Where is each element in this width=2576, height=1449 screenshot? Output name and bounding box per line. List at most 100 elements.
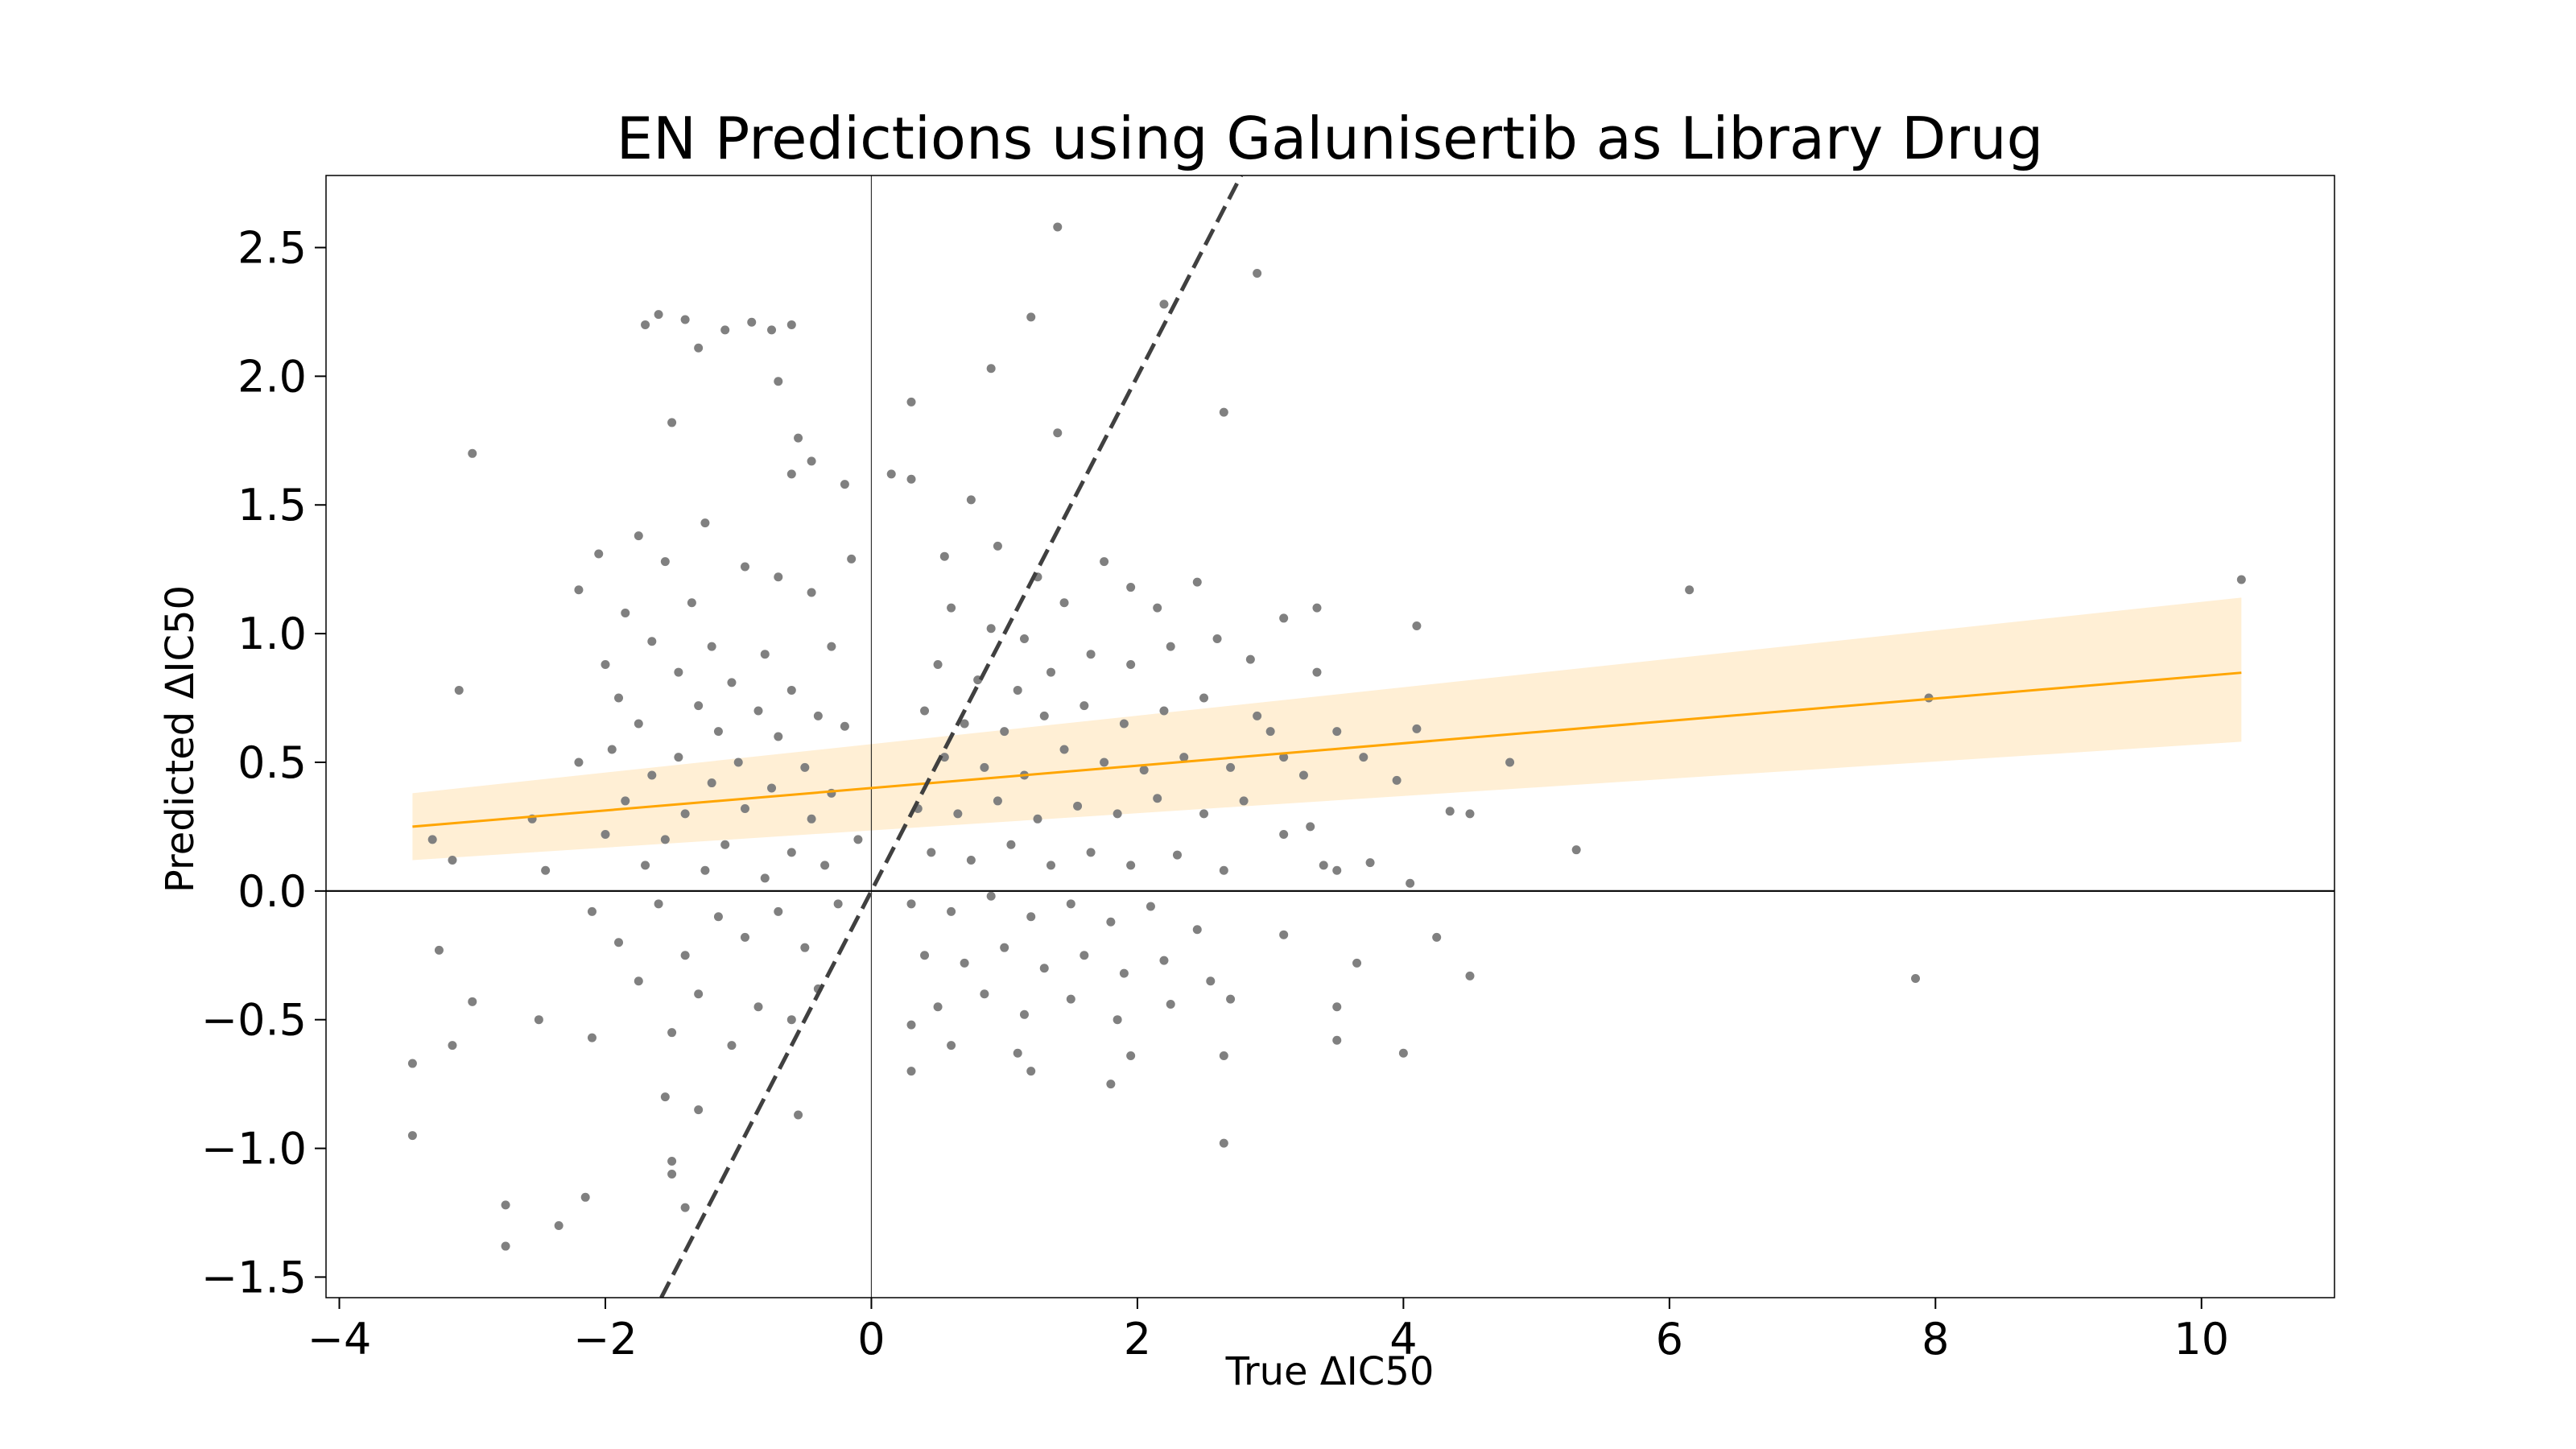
data-point xyxy=(786,1015,796,1025)
data-point xyxy=(1226,762,1236,772)
data-point xyxy=(1080,701,1089,711)
data-point xyxy=(786,685,796,695)
data-point xyxy=(1172,850,1182,860)
data-point xyxy=(993,541,1002,551)
data-point xyxy=(1086,650,1096,659)
data-point xyxy=(1013,685,1022,695)
data-point xyxy=(1126,861,1136,870)
data-point xyxy=(906,1067,916,1076)
data-point xyxy=(1279,613,1289,623)
data-point xyxy=(1166,1000,1175,1009)
data-point xyxy=(1219,1138,1228,1148)
y-tick-label: 1.0 xyxy=(237,609,307,659)
regression-line xyxy=(412,671,2242,828)
data-point xyxy=(827,642,836,651)
data-point xyxy=(654,899,663,909)
y-tick-label: −0.5 xyxy=(201,995,307,1046)
data-point xyxy=(1153,603,1162,613)
data-point xyxy=(1332,727,1342,737)
data-point xyxy=(774,732,783,741)
data-point xyxy=(1113,809,1122,819)
data-point xyxy=(1100,557,1109,567)
data-point xyxy=(1398,1048,1408,1058)
data-point xyxy=(1312,603,1322,613)
data-point xyxy=(720,325,730,335)
data-point xyxy=(580,1192,590,1202)
data-point xyxy=(1179,753,1189,762)
data-point xyxy=(1146,902,1155,911)
data-point xyxy=(1159,299,1169,309)
data-point xyxy=(906,474,916,484)
data-point xyxy=(794,433,803,443)
data-point xyxy=(694,989,704,999)
data-point xyxy=(1365,858,1375,868)
data-point xyxy=(434,945,444,955)
data-point xyxy=(680,951,690,960)
data-point xyxy=(1019,1009,1029,1019)
y-tick-label: 2.0 xyxy=(237,351,307,402)
data-point xyxy=(694,1105,704,1115)
data-point xyxy=(847,554,857,564)
data-point xyxy=(927,848,936,857)
data-point xyxy=(1059,598,1069,608)
data-point xyxy=(1053,428,1063,438)
y-tick-label: −1.5 xyxy=(201,1252,307,1302)
data-point xyxy=(694,701,704,711)
data-point xyxy=(753,706,763,716)
data-point xyxy=(654,310,663,320)
y-tick-label: 0.5 xyxy=(237,737,307,788)
data-point xyxy=(1219,407,1228,417)
data-point xyxy=(707,778,716,788)
data-point xyxy=(774,377,783,386)
data-point xyxy=(980,989,989,999)
data-point xyxy=(1192,925,1202,935)
data-point xyxy=(966,495,976,505)
data-point xyxy=(1412,621,1422,631)
data-point xyxy=(807,588,816,597)
data-point xyxy=(574,758,584,767)
data-point xyxy=(1159,956,1169,965)
data-point xyxy=(1086,848,1096,857)
data-point xyxy=(1119,968,1129,978)
data-point xyxy=(601,659,610,669)
data-point xyxy=(986,364,996,374)
data-point xyxy=(680,809,690,819)
x-tick-label: 2 xyxy=(1124,1314,1151,1364)
data-point xyxy=(1073,801,1083,811)
data-point xyxy=(1059,745,1069,754)
data-point xyxy=(1392,775,1402,785)
confidence-band xyxy=(412,597,2242,861)
data-point xyxy=(947,1041,956,1051)
data-point xyxy=(1139,766,1149,775)
data-point xyxy=(800,762,810,772)
data-point xyxy=(1298,770,1308,780)
data-point xyxy=(601,829,610,839)
data-point xyxy=(833,899,843,909)
data-point xyxy=(733,758,743,767)
data-point xyxy=(786,320,796,329)
data-point xyxy=(614,693,624,703)
data-point xyxy=(1359,753,1368,762)
data-point xyxy=(1026,1067,1036,1076)
data-point xyxy=(541,865,551,875)
x-tick-label: 8 xyxy=(1922,1314,1949,1364)
data-point xyxy=(1000,727,1009,737)
data-point xyxy=(1319,861,1328,870)
data-point xyxy=(1159,706,1169,716)
data-point xyxy=(774,906,783,916)
y-axis-label: Predicted ΔIC50 xyxy=(158,585,203,893)
data-point xyxy=(1206,976,1216,986)
data-point xyxy=(587,906,597,916)
data-point xyxy=(774,572,783,582)
data-point xyxy=(906,1020,916,1030)
x-tick-label: 4 xyxy=(1389,1314,1417,1364)
data-point xyxy=(986,891,996,901)
data-point xyxy=(760,873,770,883)
data-point xyxy=(621,796,630,806)
data-point xyxy=(667,1170,677,1179)
data-point xyxy=(853,835,863,844)
data-point xyxy=(1432,932,1442,942)
data-point xyxy=(641,320,650,329)
data-point xyxy=(947,906,956,916)
data-point xyxy=(468,448,477,458)
